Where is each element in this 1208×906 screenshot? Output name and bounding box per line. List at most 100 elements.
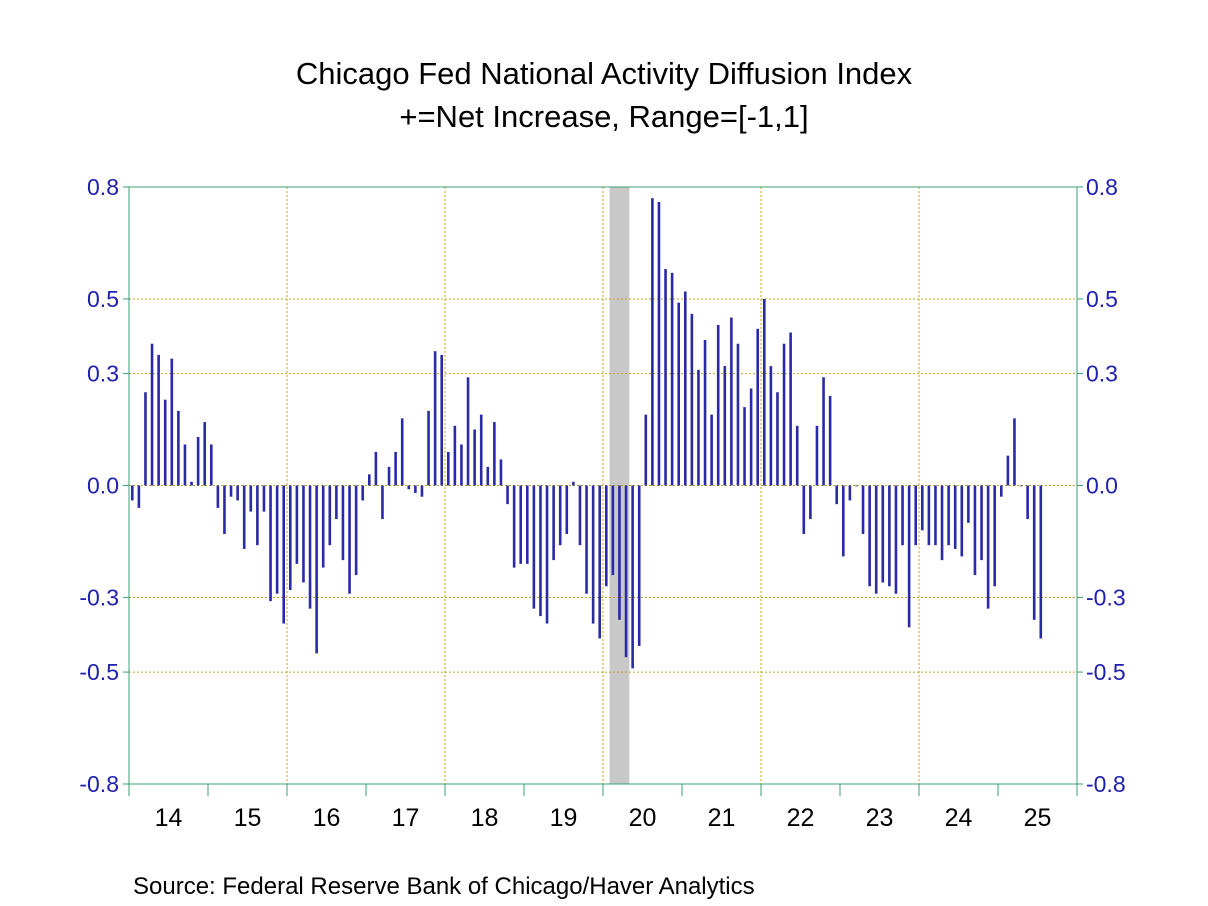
x-tick-label: 22 <box>787 804 815 832</box>
bar <box>664 269 667 486</box>
bar <box>381 485 384 520</box>
bar <box>835 485 839 505</box>
bar <box>736 343 740 486</box>
x-tick-label: 17 <box>392 804 420 832</box>
bar <box>315 485 318 654</box>
bar <box>190 481 193 486</box>
bar <box>256 485 259 546</box>
bar <box>815 425 819 486</box>
y-tick-label-left: -0.3 <box>79 584 119 610</box>
bar <box>242 485 246 549</box>
bar <box>519 485 523 564</box>
bar <box>841 485 845 557</box>
bar <box>598 485 602 639</box>
bar <box>769 366 773 486</box>
x-tick-label: 23 <box>866 804 894 832</box>
bar <box>861 485 865 535</box>
bar <box>203 422 207 486</box>
x-tick-label: 20 <box>629 804 657 832</box>
bar <box>828 395 832 486</box>
bar <box>657 201 661 486</box>
bar <box>618 485 621 620</box>
bar <box>552 485 555 561</box>
y-tick-label-right: -0.5 <box>1086 659 1126 685</box>
bar <box>901 485 904 546</box>
y-axis-left-labels: 0.8 0.5 0.3 0.0 -0.3 -0.5 -0.8 <box>79 174 119 797</box>
bar <box>414 485 417 493</box>
bar <box>539 485 542 617</box>
bar <box>177 410 180 486</box>
bar <box>874 485 878 594</box>
bar <box>532 485 536 609</box>
bar <box>282 485 286 624</box>
bar <box>144 392 147 486</box>
bar <box>1026 485 1029 520</box>
y-tick-label-left: 0.8 <box>87 174 119 200</box>
bar <box>1013 418 1016 486</box>
bar <box>703 339 707 486</box>
bar <box>295 485 299 564</box>
bar <box>394 451 397 486</box>
x-tick-label: 19 <box>550 804 578 832</box>
bar <box>354 485 358 576</box>
bar <box>855 485 858 487</box>
bar <box>387 466 391 486</box>
bar <box>486 466 490 486</box>
bar <box>367 474 371 486</box>
bar <box>888 485 891 587</box>
bar <box>525 485 529 564</box>
chart-title: Chicago Fed National Activity Diffusion … <box>296 56 913 91</box>
bar <box>229 485 233 497</box>
bar <box>183 444 187 486</box>
bar <box>651 198 654 486</box>
bar <box>973 485 977 576</box>
source-note: Source: Federal Reserve Bank of Chicago/… <box>133 873 755 900</box>
bar <box>446 451 450 486</box>
bar <box>920 485 924 531</box>
x-tick-label: 18 <box>471 804 499 832</box>
bar <box>881 485 885 583</box>
bar <box>558 485 562 546</box>
bar <box>407 485 411 490</box>
bar <box>493 422 496 486</box>
y-tick-label-left: 0.3 <box>87 361 119 387</box>
bar <box>512 485 516 568</box>
bar <box>644 414 648 486</box>
y-axis-right-labels: 0.8 0.5 0.3 0.0 -0.3 -0.5 -0.8 <box>1086 174 1126 797</box>
bar <box>756 328 760 486</box>
bar <box>223 485 226 535</box>
bar <box>216 485 220 508</box>
bar <box>683 291 687 486</box>
bar <box>716 325 720 486</box>
bar <box>776 392 779 486</box>
bar <box>802 485 806 535</box>
bar <box>565 485 569 535</box>
bar <box>822 377 825 486</box>
bar <box>730 317 733 486</box>
bar <box>967 485 970 523</box>
bar <box>335 485 338 520</box>
bar <box>249 485 253 512</box>
bar <box>980 485 983 561</box>
x-tick-label: 24 <box>945 804 973 832</box>
bar <box>440 354 444 486</box>
y-tick-label-right: -0.3 <box>1086 584 1126 610</box>
y-tick-label-left: 0.0 <box>87 473 119 499</box>
bar <box>302 485 305 583</box>
bar <box>499 459 503 486</box>
bar <box>848 485 852 501</box>
bar <box>170 358 174 486</box>
bar <box>341 485 345 561</box>
bar <box>624 485 628 658</box>
bar <box>934 485 937 546</box>
bar <box>400 418 404 486</box>
bar <box>999 485 1003 497</box>
bar <box>677 302 681 486</box>
bar <box>697 369 700 486</box>
bar <box>196 436 200 486</box>
bar <box>262 485 266 512</box>
y-tick-label-right: 0.5 <box>1086 286 1118 312</box>
x-tick-label: 14 <box>155 804 183 832</box>
bar <box>710 414 713 486</box>
bar <box>947 485 950 546</box>
